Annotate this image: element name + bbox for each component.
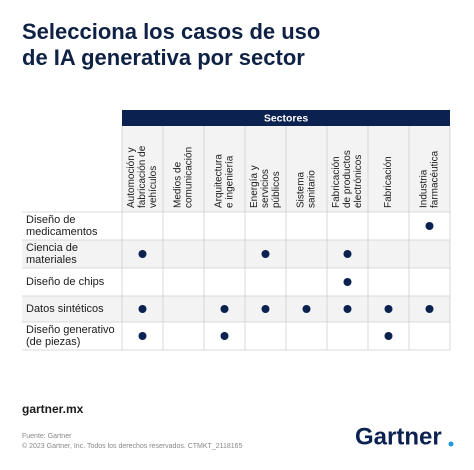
dot <box>425 305 434 313</box>
dot <box>425 222 434 230</box>
row-label: Datos sintéticos <box>26 303 104 315</box>
dot <box>384 305 393 313</box>
dot <box>261 250 270 258</box>
group-header: Sectores <box>264 112 309 124</box>
row-label: Diseño generativo <box>26 324 115 336</box>
matrix: Automoción y fabricación de vehículos Medio… <box>22 126 451 351</box>
column-header: Industria <box>419 169 430 208</box>
logo-dot <box>448 441 454 447</box>
row-label: (de piezas) <box>26 336 80 348</box>
dot <box>343 305 352 313</box>
dot <box>343 250 352 258</box>
column-header: e ingeniería <box>225 155 236 208</box>
group-header-bar <box>122 110 450 126</box>
column-header: servicios <box>260 169 271 208</box>
column-header: electrónicos <box>353 155 364 208</box>
column-header: vehículos <box>148 166 159 208</box>
copyright: © 2023 Gartner, Inc. Todos los derechos … <box>22 442 243 450</box>
row-label: materiales <box>26 254 77 266</box>
dot <box>138 250 147 258</box>
logo: Gartner <box>355 423 442 450</box>
dot <box>138 305 147 313</box>
column-header: sanitario <box>307 170 318 208</box>
dot <box>343 278 352 286</box>
column-header: de productos <box>342 150 353 208</box>
column-header: Fabricación <box>331 156 342 208</box>
row-label: medicamentos <box>26 226 98 238</box>
column-header: Automoción y <box>126 147 137 208</box>
dot <box>220 332 229 340</box>
row-bg <box>22 296 450 322</box>
website: gartner.mx <box>22 402 84 416</box>
dot <box>302 305 311 313</box>
source: Fuente: Gartner <box>22 433 72 440</box>
column-header: Arquitectura <box>214 154 225 208</box>
column-header: Fabricación <box>383 156 394 208</box>
row-label: Diseño de chips <box>26 276 105 288</box>
column-header: fabricación de <box>137 145 148 208</box>
row-label: Diseño de <box>26 214 76 226</box>
dot <box>384 332 393 340</box>
column-header: Medios de <box>173 161 184 208</box>
dot <box>138 332 147 340</box>
row-label: Ciencia de <box>26 242 78 254</box>
title-line: de IA generativa por sector <box>22 45 305 70</box>
column-header: comunicación <box>184 147 195 208</box>
dot <box>261 305 270 313</box>
dot <box>220 305 229 313</box>
column-header: Energía y <box>249 165 260 208</box>
column-header: farmacéutica <box>430 150 441 208</box>
title-line: Selecciona los casos de uso <box>22 19 320 44</box>
column-header: Sistema <box>296 171 307 208</box>
column-header: públicos <box>271 171 282 208</box>
row-bg <box>22 240 450 268</box>
